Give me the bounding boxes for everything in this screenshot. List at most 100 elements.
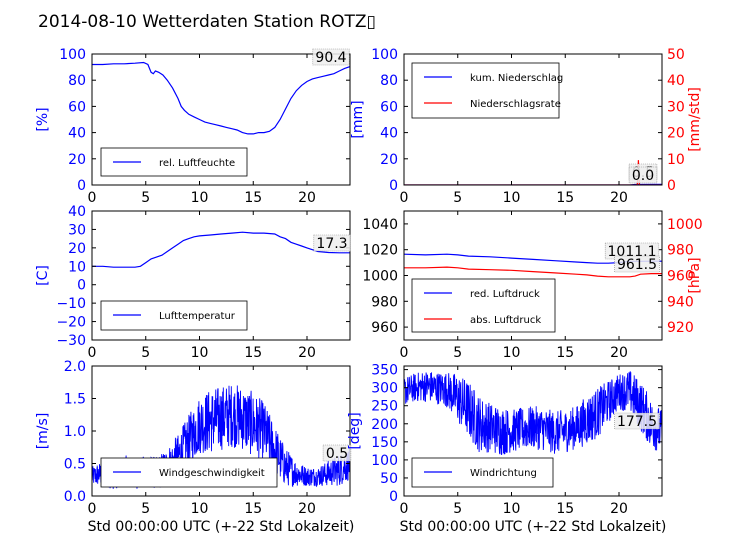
x-tick-label: 20 (298, 190, 316, 206)
legend-box (411, 62, 560, 119)
x-tick-label: 5 (141, 345, 150, 361)
y-tick-label: 0.0 (64, 489, 86, 505)
y-axis-label: [mm] (350, 100, 366, 138)
y-tick-label: −10 (56, 296, 86, 312)
y2-tick-label: 920 (667, 320, 694, 336)
y2-tick-label: 40 (667, 73, 685, 89)
last-value-annotation: 0.0 (632, 168, 654, 184)
x-tick-label: 0 (88, 190, 97, 206)
series-line-winddirection-0 (404, 371, 662, 456)
y-tick-label: 60 (380, 99, 398, 115)
y-tick-label: 250 (371, 399, 398, 415)
y2-tick-label: 0 (667, 178, 676, 194)
y2-axis-label: [hPa] (687, 257, 703, 293)
x-tick-label: 5 (453, 190, 462, 206)
legend-entry: abs. Luftdruck (470, 315, 541, 326)
x-tick-label: 10 (503, 501, 521, 517)
y-tick-label: 40 (68, 126, 86, 142)
y-tick-label: 1000 (362, 269, 398, 285)
series-line-humidity-0 (92, 61, 350, 135)
annotation-box (614, 255, 660, 273)
legend: Windgeschwindigkeit (100, 457, 278, 488)
x-tick-label: 10 (503, 190, 521, 206)
y-tick-label: 1020 (362, 243, 398, 259)
x-tick-label: 0 (400, 501, 409, 517)
last-value-annotation: 90.4 (315, 50, 346, 66)
y-tick-label: 100 (59, 47, 86, 63)
x-tick-label: 0 (400, 345, 409, 361)
y2-tick-label: 940 (667, 294, 694, 310)
annotation-box (614, 412, 660, 430)
legend: Lufttemperatur (100, 300, 248, 331)
x-tick-label: 10 (191, 190, 209, 206)
x-axis-label: Std 00:00:00 UTC (+-22 Std Lokalzeit) (400, 519, 667, 535)
legend: rel. Luftfeuchte (100, 147, 248, 177)
series-line-precipitation-1 (404, 160, 662, 185)
y-axis-label: [%] (35, 107, 51, 131)
x-tick-label: 20 (298, 501, 316, 517)
y-tick-label: 150 (371, 435, 398, 451)
y-tick-label: 40 (380, 126, 398, 142)
legend: kum. Niederschlag Niederschlagsrate (411, 62, 563, 119)
y-tick-label: 20 (380, 152, 398, 168)
x-tick-label: 0 (88, 345, 97, 361)
y2-tick-label: 10 (667, 152, 685, 168)
figure-title: 2014-08-10 Wetterdaten Station ROTZ▯ (38, 12, 376, 32)
x-tick-label: 5 (453, 345, 462, 361)
y-axis-label: [m/s] (35, 413, 51, 450)
legend-entry: Lufttemperatur (159, 311, 236, 322)
y-tick-label: 980 (371, 294, 398, 310)
x-tick-label: 5 (141, 190, 150, 206)
y2-tick-label: 30 (667, 99, 685, 115)
annotation-box (313, 234, 351, 252)
x-tick-label: 15 (244, 345, 262, 361)
x-tick-label: 15 (556, 190, 574, 206)
plot-frame (91, 210, 351, 341)
x-tick-label: 0 (88, 501, 97, 517)
x-tick-label: 20 (610, 501, 628, 517)
subplot-windspeed: 0 5 10 15 20 0.0 0.5 1.0 1.5 2.0 [m/s] Std 00:00:00… (35, 359, 354, 535)
y2-tick-label: 980 (667, 243, 694, 259)
legend-entry: Windgeschwindigkeit (159, 468, 265, 479)
y-tick-label: 300 (371, 381, 398, 397)
y-tick-label: 200 (371, 417, 398, 433)
y-tick-label: 1040 (362, 217, 398, 233)
x-tick-label: 15 (244, 190, 262, 206)
legend-entry: rel. Luftfeuchte (159, 158, 235, 169)
subplot-temperature: 0 5 10 15 20 −30 −20 −10 0 10 20 30 40 [C] Lufttempera… (35, 204, 351, 361)
legend-entry: Windrichtung (470, 468, 537, 479)
y2-tick-label: 1000 (667, 217, 703, 233)
y2-tick-label: 960 (667, 269, 694, 285)
y-tick-label: 10 (68, 259, 86, 275)
x-axis-label: Std 00:00:00 UTC (+-22 Std Lokalzeit) (88, 519, 355, 535)
y-tick-label: 350 (371, 363, 398, 379)
x-tick-label: 15 (556, 345, 574, 361)
y-tick-label: 0 (389, 489, 398, 505)
y-tick-label: 100 (371, 47, 398, 63)
y-axis-label: [C] (35, 265, 51, 286)
last-value-annotation: 961.5 (617, 257, 657, 273)
y2-tick-label: 50 (667, 47, 685, 63)
y-tick-label: 0 (77, 178, 86, 194)
series-line-pressure-1 (404, 266, 662, 278)
y2-tick-label: 20 (667, 126, 685, 142)
x-tick-label: 10 (191, 345, 209, 361)
y-tick-label: 2.0 (64, 359, 86, 375)
subplot-humidity: 0 5 10 15 20 0 20 40 60 80 100 [%] rel. Luftfeuchte 9… (35, 47, 351, 206)
y-tick-label: 1.0 (64, 424, 86, 440)
legend-entry: kum. Niederschlag (470, 73, 563, 84)
plot-frame (403, 365, 663, 497)
y-tick-label: 40 (68, 204, 86, 220)
y-tick-label: −20 (56, 315, 86, 331)
x-tick-label: 15 (556, 501, 574, 517)
y-tick-label: 60 (68, 99, 86, 115)
y-tick-label: 960 (371, 320, 398, 336)
x-tick-label: 5 (141, 501, 150, 517)
y-tick-label: 80 (68, 73, 86, 89)
x-tick-label: 15 (244, 501, 262, 517)
legend-entry: red. Luftdruck (470, 289, 540, 300)
y-tick-label: 0.5 (64, 457, 86, 473)
